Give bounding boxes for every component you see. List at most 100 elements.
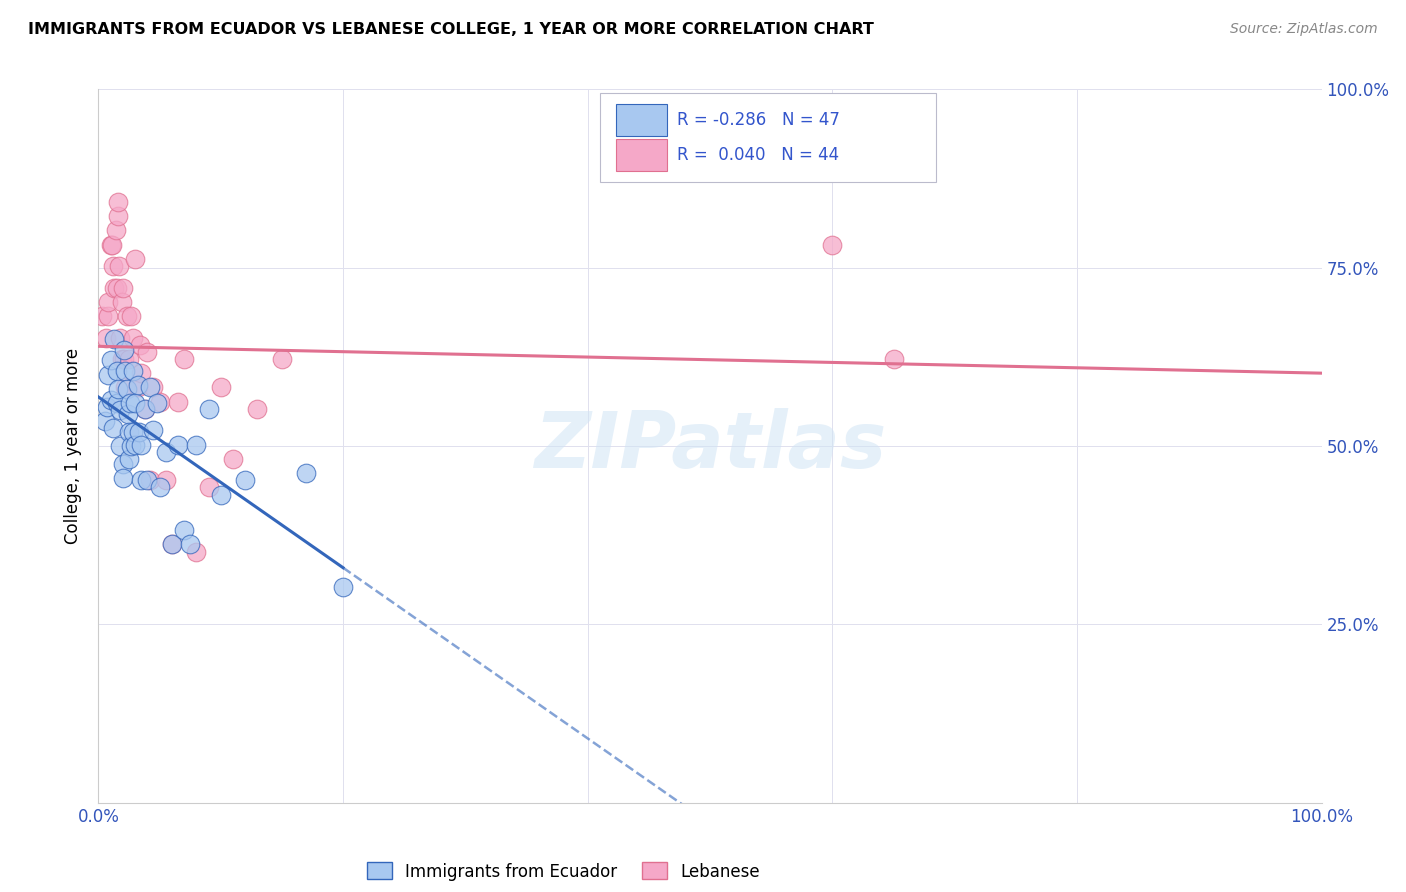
Point (160, 537, 183, 551)
FancyBboxPatch shape (600, 93, 936, 182)
Point (146, 396, 169, 410)
Point (139, 473, 162, 487)
FancyBboxPatch shape (616, 104, 668, 136)
Point (110, 439, 132, 453)
Point (129, 366, 152, 380)
Point (127, 378, 149, 392)
Point (118, 425, 141, 439)
Point (97, 294, 120, 309)
Text: IMMIGRANTS FROM ECUADOR VS LEBANESE COLLEGE, 1 YEAR OR MORE CORRELATION CHART: IMMIGRANTS FROM ECUADOR VS LEBANESE COLL… (28, 22, 875, 37)
Point (167, 394, 190, 409)
Y-axis label: College, 1 year or more: College, 1 year or more (65, 348, 83, 544)
Point (142, 423, 165, 437)
Point (91, 309, 114, 323)
Point (173, 351, 195, 366)
Point (134, 401, 156, 416)
Point (142, 380, 165, 394)
Point (821, 237, 844, 252)
Point (129, 337, 152, 351)
Point (127, 380, 149, 394)
Point (246, 401, 269, 416)
Point (114, 364, 136, 378)
Point (121, 330, 143, 344)
Point (118, 351, 141, 366)
Text: ZIPatlas: ZIPatlas (534, 408, 886, 484)
Point (186, 544, 208, 558)
Point (121, 425, 143, 439)
Point (139, 380, 162, 394)
Text: Source: ZipAtlas.com: Source: ZipAtlas.com (1230, 22, 1378, 37)
Point (111, 457, 134, 471)
Point (100, 392, 122, 407)
Point (118, 451, 141, 466)
Point (115, 309, 138, 323)
Point (107, 194, 129, 209)
Text: R =  0.040   N = 44: R = 0.040 N = 44 (678, 146, 839, 164)
Point (110, 330, 132, 344)
Point (97, 309, 120, 323)
Point (111, 351, 134, 366)
Point (101, 259, 124, 273)
Point (197, 480, 219, 494)
Point (883, 351, 905, 366)
Point (120, 396, 142, 410)
Text: R = -0.286   N = 47: R = -0.286 N = 47 (678, 111, 839, 128)
Point (110, 403, 132, 417)
Point (121, 364, 143, 378)
Point (111, 294, 134, 309)
Point (160, 537, 183, 551)
Point (105, 280, 128, 294)
FancyBboxPatch shape (616, 139, 668, 170)
Point (129, 437, 152, 451)
Point (112, 343, 135, 357)
Point (93, 414, 115, 428)
Point (100, 353, 122, 368)
Point (114, 380, 136, 394)
Point (97, 368, 120, 382)
Point (101, 421, 124, 435)
Point (167, 437, 190, 451)
Point (103, 280, 125, 294)
Point (209, 487, 232, 501)
Point (173, 523, 195, 537)
Point (134, 401, 156, 416)
Point (129, 473, 152, 487)
Point (96, 400, 118, 414)
Point (120, 439, 142, 453)
Point (179, 537, 201, 551)
Point (124, 437, 146, 451)
Point (108, 259, 131, 273)
Point (107, 209, 129, 223)
Point (124, 252, 146, 266)
Point (107, 382, 129, 396)
Point (115, 382, 138, 396)
Point (222, 451, 245, 466)
Point (124, 396, 146, 410)
Point (155, 473, 177, 487)
Point (209, 380, 232, 394)
Point (120, 309, 142, 323)
Point (103, 332, 125, 346)
Point (117, 407, 139, 421)
Point (128, 425, 150, 439)
Point (111, 471, 134, 485)
Point (149, 394, 172, 409)
Point (186, 437, 208, 451)
Point (295, 466, 318, 480)
Point (233, 473, 256, 487)
Point (111, 280, 134, 294)
Point (197, 401, 219, 416)
Point (136, 473, 159, 487)
Point (100, 237, 122, 252)
Point (94, 330, 117, 344)
Point (155, 444, 177, 458)
Point (270, 351, 294, 366)
Point (105, 364, 128, 378)
Point (332, 580, 354, 594)
Legend: Immigrants from Ecuador, Lebanese: Immigrants from Ecuador, Lebanese (360, 855, 766, 888)
Point (112, 351, 135, 366)
Point (101, 237, 124, 252)
Point (149, 480, 172, 494)
Point (105, 396, 128, 410)
Point (136, 344, 159, 359)
